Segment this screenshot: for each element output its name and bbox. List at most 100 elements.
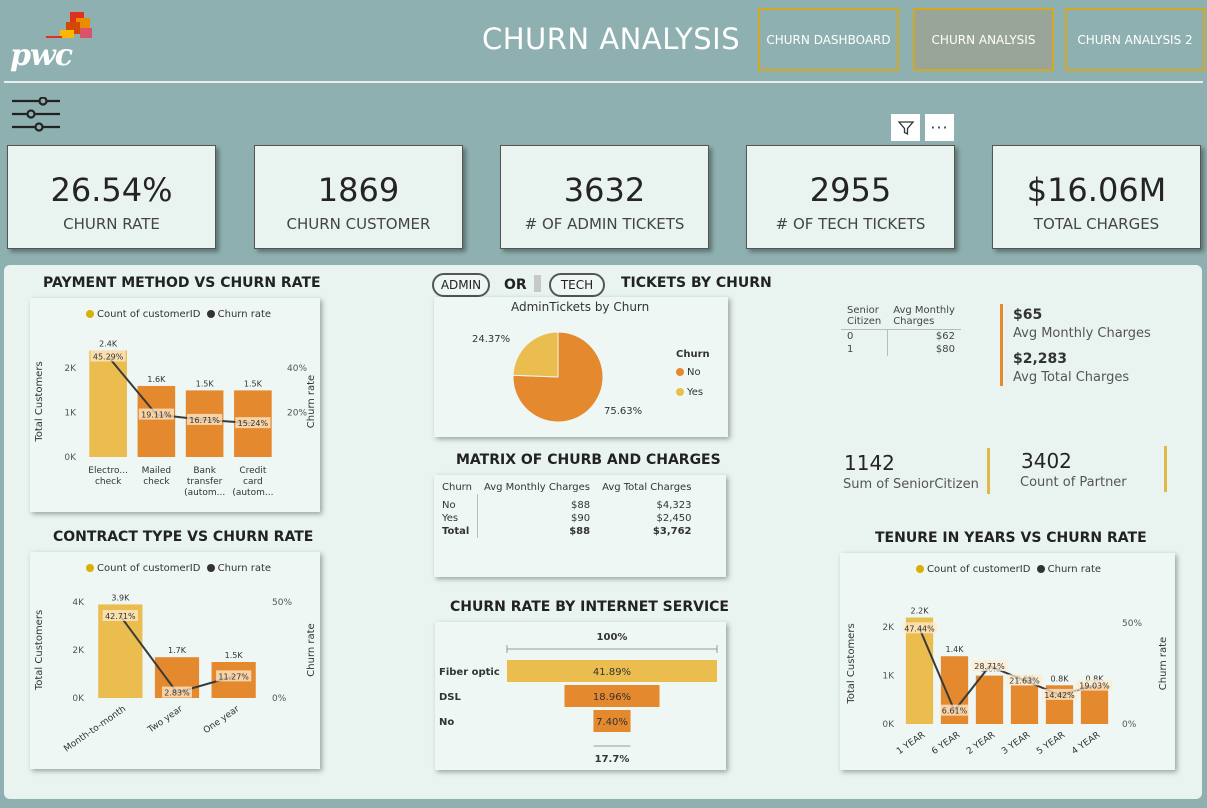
nav-churn-analysis-button[interactable]: CHURN ANALYSIS	[913, 8, 1054, 71]
legend-swatch-count	[916, 565, 924, 573]
category-label: (autom...	[184, 488, 225, 498]
y-tick-label: 0K	[64, 453, 77, 463]
matrix-header-row: Churn Avg Monthly Charges Avg Total Char…	[436, 481, 698, 494]
category-label: (autom...	[232, 488, 273, 498]
y-tick-label: 2K	[882, 623, 895, 633]
senior-table: Senior Citizen Avg Monthly Charges 0 $62…	[841, 304, 961, 356]
pie-chart-card[interactable]: AdminTickets by Churn 75.63% 24.37% Churn…	[434, 297, 728, 437]
tech-toggle-button[interactable]: TECH	[549, 273, 605, 297]
legend-label: Count of customerID	[97, 309, 201, 320]
payment-chart-card[interactable]: Count of customerID Churn rate Total Cus…	[30, 298, 320, 512]
rate-label-bg	[1076, 679, 1113, 691]
matrix-total-row: Total $88 $3,762	[436, 525, 698, 538]
y-tick-label: 1K	[64, 409, 77, 419]
nav-churn-analysis-2-button[interactable]: CHURN ANALYSIS 2	[1065, 8, 1205, 71]
rate-data-label: 45.29%	[93, 352, 124, 361]
senior-cell: $80	[935, 344, 955, 355]
header-divider	[4, 81, 1203, 83]
bar-data-label: 1.6K	[147, 375, 166, 384]
avg-charges-accent	[1000, 304, 1003, 386]
legend-swatch-no	[676, 368, 684, 376]
contract-chart-card[interactable]: Count of customerID Churn rate Total Cus…	[30, 552, 320, 769]
rate-label-bg	[138, 408, 174, 420]
admin-toggle-button[interactable]: ADMIN	[432, 273, 490, 297]
y2-axis-title: Churn rate	[1158, 637, 1169, 690]
avg-monthly-label: Avg Monthly Charges	[1013, 326, 1151, 341]
pie-slice	[512, 331, 559, 378]
legend-label: Churn rate	[1047, 564, 1102, 575]
rate-label-bg	[187, 413, 223, 425]
legend-label: No	[687, 367, 701, 378]
logo-blocks	[46, 12, 94, 46]
legend-swatch-count	[86, 310, 94, 318]
tenure-chart-card[interactable]: Count of customerID Churn rate Total Cus…	[840, 553, 1175, 770]
senior-header: Senior Citizen	[841, 304, 888, 330]
bar-data-label: 1.5K	[244, 379, 263, 388]
avg-monthly-value: $65	[1013, 307, 1043, 323]
kpi-label: # OF ADMIN TICKETS	[524, 215, 685, 233]
funnel-category-label: Fiber optic	[439, 667, 500, 678]
kpi-label: CHURN CUSTOMER	[286, 215, 431, 233]
rate-data-label: 47.44%	[904, 624, 935, 633]
rate-data-label: 15.24%	[238, 419, 269, 428]
matrix-card[interactable]: Churn Avg Monthly Charges Avg Total Char…	[434, 475, 726, 577]
y-tick-label: 2K	[72, 646, 85, 656]
bar-data-label: 2.4K	[99, 339, 118, 348]
more-options-icon[interactable]: ···	[925, 114, 954, 141]
payment-chart-title: PAYMENT METHOD VS CHURN RATE	[43, 275, 321, 291]
partner-count-label: Count of Partner	[1020, 475, 1127, 490]
category-label: 3 YEAR	[1000, 730, 1032, 757]
senior-row: 0 $62	[841, 329, 961, 343]
kpi-value: 1869	[317, 171, 400, 209]
legend-swatch-yes	[676, 388, 684, 396]
senior-cell: $62	[935, 331, 955, 342]
kpi-total-charges: $16.06M TOTAL CHARGES	[992, 145, 1201, 249]
slicer-icon[interactable]	[11, 97, 61, 133]
funnel-bar	[593, 710, 631, 732]
avg-total-value: $2,283	[1013, 351, 1068, 367]
funnel-category-label: No	[439, 717, 454, 728]
rate-data-label: 14.42%	[1044, 691, 1075, 700]
matrix-header: Avg Monthly Charges	[483, 482, 590, 493]
legend-label: Churn rate	[217, 309, 272, 320]
category-label: check	[95, 477, 122, 487]
tenure-chart-title: TENURE IN YEARS VS CHURN RATE	[875, 530, 1147, 546]
matrix-title: MATRIX OF CHURB AND CHARGES	[456, 452, 721, 468]
funnel-bar	[564, 685, 660, 707]
bar-data-label: 2.2K	[911, 607, 930, 616]
category-label: check	[143, 477, 170, 487]
y-tick-label: 1K	[882, 672, 895, 682]
payment-legend: Count of customerID Churn rate	[86, 309, 271, 320]
bar-data-label: 1.4K	[946, 645, 965, 654]
category-label: Month-to-month	[62, 704, 128, 754]
matrix-cell: $88	[570, 500, 591, 511]
rate-data-label: 19.03%	[1079, 682, 1110, 691]
filter-icon[interactable]	[891, 114, 920, 141]
y-tick-label: 2K	[64, 364, 77, 374]
kpi-label: TOTAL CHARGES	[1033, 215, 1160, 233]
internet-chart-card[interactable]: 100% 41.89% Fiber optic 18.96% DSL 7.40% No 17.…	[435, 622, 726, 770]
legend-label: Yes	[687, 387, 704, 398]
pie-legend-title: Churn	[676, 349, 710, 360]
internet-chart-svg: 100% 41.89% Fiber optic 18.96% DSL 7.40% No 17.…	[439, 632, 718, 765]
or-text: OR	[504, 277, 527, 293]
payment-chart-svg: Total Customers Churn rate 2K 1K 0K 40% 20% 2.4…	[34, 339, 317, 498]
y-tick-label: 0K	[882, 720, 895, 730]
category-label: 2 YEAR	[965, 730, 997, 757]
matrix-cell: $4,323	[656, 500, 692, 511]
y2-tick-label: 40%	[287, 364, 307, 374]
rate-data-label: 11.27%	[218, 672, 249, 681]
page-title: CHURN ANALYSIS	[482, 22, 741, 56]
contract-chart-title: CONTRACT TYPE VS CHURN RATE	[53, 529, 314, 545]
avg-total-label: Avg Total Charges	[1013, 370, 1130, 385]
rate-label-bg	[1006, 674, 1043, 686]
nav-churn-dashboard-button[interactable]: CHURN DASHBOARD	[758, 8, 899, 71]
kpi-churn-customer: 1869 CHURN CUSTOMER	[254, 145, 463, 249]
bar-data-label: 1.5K	[225, 651, 244, 660]
bar-data-label: 0.8K	[1051, 674, 1070, 683]
y2-tick-label: 0%	[1122, 720, 1137, 730]
logo-text: pwc	[10, 38, 73, 73]
bar-data-label: 1.7K	[168, 646, 187, 655]
partner-count-value: 3402	[1021, 449, 1072, 473]
category-label: Two year	[146, 704, 185, 736]
